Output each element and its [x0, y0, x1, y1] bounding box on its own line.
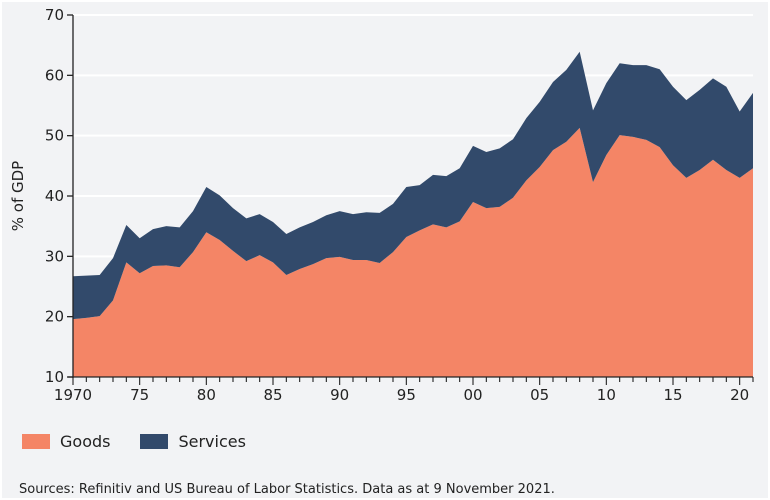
legend-label-services: Services [178, 432, 246, 451]
stacked-area-chart: 10 20 30 40 50 60 70 1970 75 80 85 90 95 00 05 10 15 20 % … [9, 6, 754, 404]
y-axis-label: % of GDP [9, 161, 27, 231]
y-tick-label-20: 20 [45, 308, 64, 326]
x-tick-label-2015: 15 [663, 386, 682, 404]
x-tick-label-2000: 00 [463, 386, 482, 404]
legend-label-goods: Goods [60, 432, 111, 451]
x-tick-label-1985: 85 [263, 386, 282, 404]
x-tick-label-1980: 80 [197, 386, 216, 404]
x-tick-label-1995: 95 [397, 386, 416, 404]
y-tick-label-50: 50 [45, 127, 64, 145]
legend-swatch-goods [22, 434, 50, 449]
x-tick-label-2020: 20 [730, 386, 749, 404]
legend-swatch-services [140, 434, 169, 449]
x-tick-label-1970: 1970 [54, 386, 92, 404]
legend-item-goods: Goods [22, 432, 110, 451]
x-tick-label-2005: 05 [530, 386, 549, 404]
y-tick-label-70: 70 [45, 6, 64, 24]
y-tick-label-30: 30 [45, 247, 64, 265]
source-note: Sources: Refinitiv and US Bureau of Labo… [19, 482, 555, 497]
x-tick-label-2010: 10 [597, 386, 616, 404]
x-tick-label-1990: 90 [330, 386, 349, 404]
legend-item-services: Services [140, 432, 246, 451]
y-tick-label-10: 10 [45, 368, 64, 386]
y-tick-label-60: 60 [45, 66, 64, 84]
area-services [73, 51, 753, 320]
y-tick-label-40: 40 [45, 187, 64, 205]
legend: Goods Services [22, 432, 246, 451]
x-tick-label-1975: 75 [130, 386, 149, 404]
area-goods [73, 127, 753, 377]
